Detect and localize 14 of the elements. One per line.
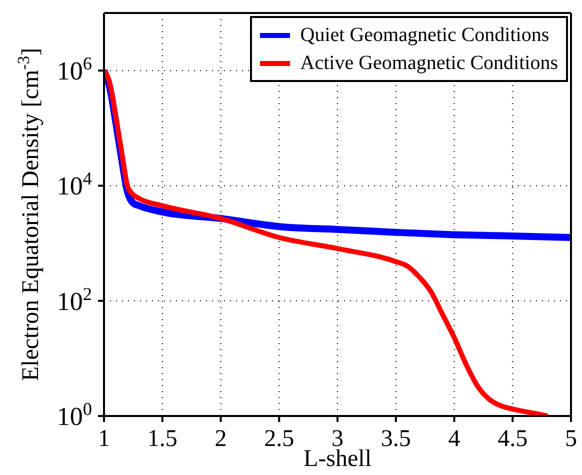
x-tick-label: 3.5 — [380, 426, 411, 452]
x-tick-label: 5 — [565, 426, 577, 452]
x-tick-label: 4 — [448, 426, 460, 452]
x-tick-label: 4.5 — [498, 426, 528, 452]
x-tick-label: 2.5 — [264, 426, 294, 452]
legend-label: Active Geomagnetic Conditions — [300, 52, 558, 74]
x-tick-label: 2 — [214, 426, 227, 452]
legend-label: Quiet Geomagnetic Conditions — [300, 24, 550, 46]
y-tick-label: 10$^{4}$ — [56, 168, 92, 201]
y-tick-label: 10$^{6}$ — [56, 54, 92, 86]
y-tick-label: 10$^{0}$ — [56, 399, 92, 431]
y-tick-label: 10$^{2}$ — [56, 284, 92, 316]
x-tick-label: 1.5 — [147, 426, 178, 452]
x-tick-label: 1 — [98, 426, 110, 452]
